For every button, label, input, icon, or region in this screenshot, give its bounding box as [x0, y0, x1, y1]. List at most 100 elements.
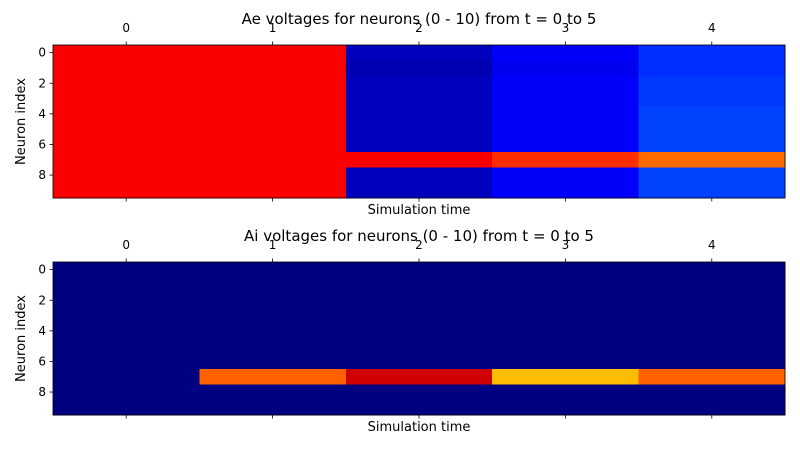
y-tick-label: 8 [38, 385, 46, 399]
heatmap-cell [199, 277, 347, 293]
heatmap-cell [199, 292, 347, 309]
heatmap-cell [492, 369, 639, 385]
heatmap-cell [638, 121, 786, 138]
y-tick-label: 6 [38, 137, 46, 151]
heatmap-cell [199, 60, 347, 76]
heatmap-cell [638, 262, 786, 278]
heatmap-cell [53, 152, 200, 168]
heatmap-cell [492, 307, 639, 324]
heatmap-cell [345, 60, 493, 76]
heatmap-cell [492, 106, 639, 122]
heatmap-cell [492, 136, 639, 153]
heatmap-cell [638, 136, 786, 153]
heatmap-cell [492, 292, 639, 309]
heatmap-cell [345, 75, 493, 92]
heatmap-cell [53, 323, 200, 339]
heatmap-cell [199, 167, 347, 184]
x-tick-label: 4 [708, 238, 716, 252]
heatmap-cell [492, 384, 639, 401]
heatmap-cell [345, 277, 493, 293]
y-tick-label: 8 [38, 168, 46, 182]
heatmap-cell [53, 338, 200, 355]
heatmap-cell [53, 182, 200, 199]
heatmap-cell [492, 399, 639, 416]
heatmap-cell [53, 292, 200, 309]
y-tick-label: 0 [38, 46, 46, 60]
x-tick-label: 1 [269, 238, 277, 252]
heatmap-cell [345, 399, 493, 416]
heatmap-cell [199, 106, 347, 122]
heatmap-cell [53, 262, 200, 278]
x-tick-label: 4 [708, 21, 716, 35]
y-tick-label: 2 [38, 293, 46, 307]
heatmap-cell [345, 167, 493, 184]
heatmap-cell [199, 136, 347, 153]
heatmap-cell [492, 45, 639, 61]
x-tick-label: 3 [562, 21, 570, 35]
x-tick-label: 2 [415, 238, 423, 252]
heatmap-cell [638, 182, 786, 199]
heatmap-cell [345, 384, 493, 401]
heatmap-cell [345, 323, 493, 339]
heatmap-cell [199, 353, 347, 370]
x-tick-label: 0 [122, 21, 130, 35]
heatmap-cell [345, 262, 493, 278]
heatmap-cell [199, 262, 347, 278]
heatmap-cell [199, 90, 347, 107]
heatmap-cell [53, 136, 200, 153]
heatmap-cell [53, 75, 200, 92]
heatmap-cell [53, 307, 200, 324]
heatmap-cell [199, 384, 347, 401]
heatmap-cell [53, 121, 200, 138]
heatmap-cell [199, 399, 347, 416]
heatmap-cell [53, 167, 200, 184]
heatmap-cell [53, 60, 200, 76]
heatmap-cell [345, 106, 493, 122]
heatmap-cell [345, 136, 493, 153]
y-axis-label: Neuron index [14, 78, 29, 165]
heatmap-cell [492, 152, 639, 168]
heatmap-cell [345, 369, 493, 385]
heatmap-cell [345, 152, 493, 168]
heatmap-cell [345, 338, 493, 355]
heatmap-cell [345, 182, 493, 199]
heatmap-cell [53, 277, 200, 293]
heatmap-cell [492, 121, 639, 138]
heatmap-cell [638, 167, 786, 184]
heatmap-cell [492, 338, 639, 355]
x-tick-label: 2 [415, 21, 423, 35]
heatmap-cell [199, 75, 347, 92]
heatmap-cell [638, 399, 786, 416]
heatmap-cell [638, 75, 786, 92]
y-tick-label: 6 [38, 354, 46, 368]
y-tick-label: 2 [38, 76, 46, 90]
heatmap-cell [638, 369, 786, 385]
heatmap-cell [492, 262, 639, 278]
heatmap-cell [492, 353, 639, 370]
heatmap-cell [638, 338, 786, 355]
heatmap-cell [53, 90, 200, 107]
heatmap-cell [199, 369, 347, 385]
heatmap-cell [638, 307, 786, 324]
heatmap-cell [53, 384, 200, 401]
heatmap-cell [199, 45, 347, 61]
heatmap-cell [492, 167, 639, 184]
heatmap-cell [638, 292, 786, 309]
heatmap-cell [53, 106, 200, 122]
heatmap-cell [638, 45, 786, 61]
heatmap-cell [638, 152, 786, 168]
heatmap-cell [638, 90, 786, 107]
y-tick-label: 0 [38, 263, 46, 277]
heatmap-cell [492, 182, 639, 199]
heatmap-cell [638, 323, 786, 339]
x-tick-label: 0 [122, 238, 130, 252]
y-tick-label: 4 [38, 107, 46, 121]
heatmap-cell [199, 307, 347, 324]
chart-title: Ae voltages for neurons (0 - 10) from t … [242, 10, 597, 28]
heatmap-cell [492, 60, 639, 76]
heatmap-cell [638, 384, 786, 401]
heatmap-cell [638, 353, 786, 370]
heatmap-cell [492, 90, 639, 107]
